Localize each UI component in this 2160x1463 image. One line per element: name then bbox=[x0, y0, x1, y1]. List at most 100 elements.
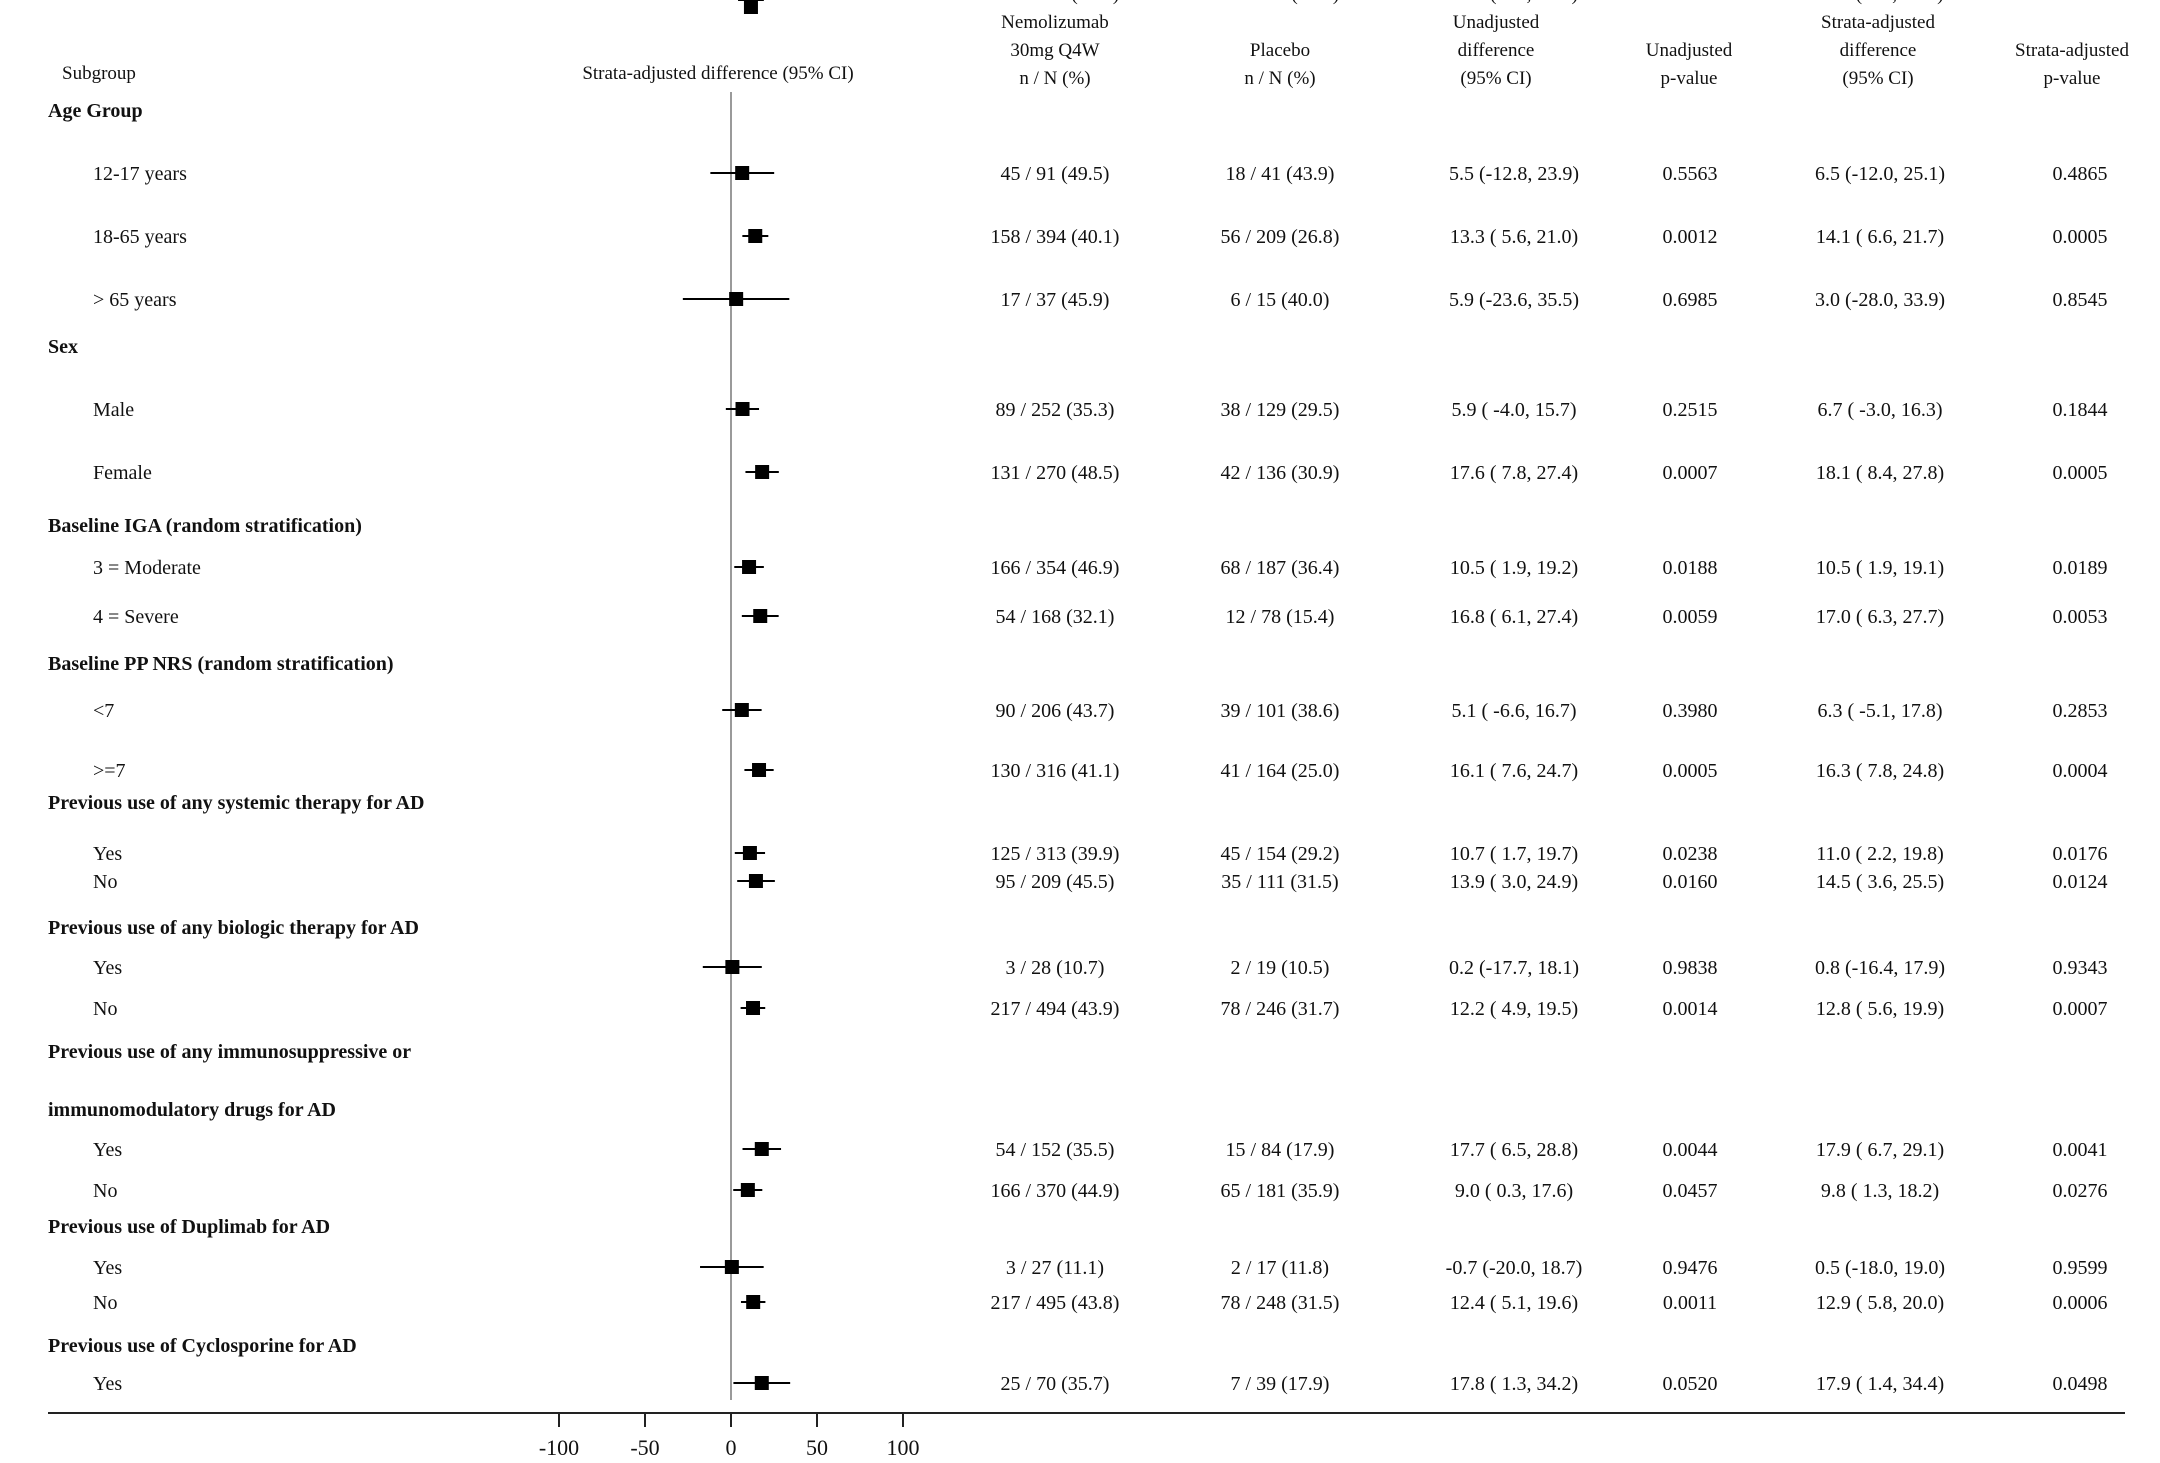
cell-adj-p: 0.0124 bbox=[2053, 871, 2108, 893]
point-estimate-marker bbox=[725, 960, 740, 974]
cell-nemo: 3 / 28 (10.7) bbox=[1006, 957, 1105, 979]
cell-adj-diff: 17.9 ( 6.7, 29.1) bbox=[1816, 1139, 1944, 1161]
header-nemolizumab-line-1: 30mg Q4W bbox=[1010, 40, 1099, 61]
subgroup-label: 12-17 years bbox=[93, 163, 187, 185]
point-estimate-marker bbox=[748, 874, 763, 888]
group-label: Baseline IGA (random stratification) bbox=[48, 515, 362, 537]
x-tick-label: 0 bbox=[726, 1435, 737, 1460]
point-estimate-marker bbox=[754, 1142, 769, 1156]
cell-adj-p: 0.0498 bbox=[2053, 1373, 2108, 1395]
cell-nemo: 90 / 206 (43.7) bbox=[996, 700, 1115, 722]
subgroup-label: No bbox=[93, 871, 117, 893]
cell-unadj-diff: 10.5 ( 1.9, 19.2) bbox=[1450, 557, 1578, 579]
cell-placebo: 35 / 111 (31.5) bbox=[1221, 871, 1338, 893]
cell-unadj-p: 0.0059 bbox=[1663, 606, 1718, 628]
cell-nemo: 54 / 152 (35.5) bbox=[996, 1139, 1115, 1161]
cell-adj-diff: 10.5 ( 1.9, 19.1) bbox=[1816, 557, 1944, 579]
cell-unadj-p: 0.0011 bbox=[1663, 1292, 1717, 1314]
cell-nemo: 130 / 316 (41.1) bbox=[991, 760, 1120, 782]
cell-adj-p: 0.0005 bbox=[2053, 462, 2108, 484]
cell-adj-p: 0.4865 bbox=[2053, 163, 2108, 185]
cell-placebo: 2 / 17 (11.8) bbox=[1231, 1257, 1329, 1279]
cell-unadj-diff: 5.5 (-12.8, 23.9) bbox=[1449, 163, 1579, 185]
subgroup-label: > 65 years bbox=[93, 289, 177, 311]
group-label: Sex bbox=[48, 336, 78, 358]
cell-adj-p: 0.0041 bbox=[2053, 1139, 2108, 1161]
cell-adj-p: 0.0189 bbox=[2053, 557, 2108, 579]
header-unadjusted-p-value-line-0: Unadjusted bbox=[1646, 40, 1733, 61]
cell-placebo: 65 / 181 (35.9) bbox=[1221, 1180, 1340, 1202]
subgroup-label: No bbox=[93, 0, 117, 5]
group-label: Age Group bbox=[48, 100, 143, 122]
cell-unadj-diff: -0.7 (-20.0, 18.7) bbox=[1446, 1257, 1583, 1279]
subgroup-label: Female bbox=[93, 462, 152, 484]
header-subgroup: Subgroup bbox=[62, 63, 136, 84]
cell-unadj-diff: 13.9 ( 3.0, 24.9) bbox=[1450, 871, 1578, 893]
cell-adj-p: 0.0033 bbox=[2053, 0, 2108, 5]
cell-adj-p: 0.1844 bbox=[2053, 399, 2108, 421]
x-tick-label: -100 bbox=[539, 1435, 579, 1460]
cell-unadj-p: 0.0044 bbox=[1663, 1139, 1718, 1161]
header-strata-adjusted-p-value-line-1: p-value bbox=[2044, 68, 2101, 89]
cell-placebo: 78 / 246 (31.7) bbox=[1221, 998, 1340, 1020]
group-label: Previous use of Cyclosporine for AD bbox=[48, 1335, 357, 1357]
cell-adj-p: 0.8545 bbox=[2053, 289, 2108, 311]
cell-placebo: 56 / 209 (26.8) bbox=[1221, 226, 1340, 248]
cell-placebo: 18 / 41 (43.9) bbox=[1226, 163, 1335, 185]
subgroup-label: Yes bbox=[93, 1139, 122, 1161]
header-strata-adjusted-difference-line-2: (95% CI) bbox=[1842, 68, 1913, 89]
header-unadjusted-p-value-line-1: p-value bbox=[1661, 68, 1718, 89]
cell-placebo: 68 / 187 (36.4) bbox=[1221, 557, 1340, 579]
subgroup-label: 3 = Moderate bbox=[93, 557, 201, 579]
cell-unadj-p: 0.5563 bbox=[1663, 163, 1718, 185]
cell-nemo: 217 / 494 (43.9) bbox=[991, 998, 1120, 1020]
cell-nemo: 166 / 370 (44.9) bbox=[991, 1180, 1120, 1202]
cell-unadj-p: 0.0238 bbox=[1663, 843, 1718, 865]
cell-adj-p: 0.0005 bbox=[2053, 226, 2108, 248]
cell-unadj-p: 0.0065 bbox=[1663, 0, 1718, 5]
cell-adj-p: 0.9343 bbox=[2053, 957, 2108, 979]
cell-adj-diff: 17.0 ( 6.3, 27.7) bbox=[1816, 606, 1944, 628]
cell-adj-p: 0.0276 bbox=[2053, 1180, 2108, 1202]
cell-adj-diff: 0.5 (-18.0, 19.0) bbox=[1815, 1257, 1945, 1279]
point-estimate-marker bbox=[729, 292, 744, 306]
cell-unadj-diff: 16.8 ( 6.1, 27.4) bbox=[1450, 606, 1578, 628]
cell-unadj-p: 0.0014 bbox=[1663, 998, 1718, 1020]
header-unadjusted-difference-line-1: difference bbox=[1458, 40, 1535, 61]
cell-nemo: 217 / 495 (43.8) bbox=[991, 1292, 1120, 1314]
cell-adj-diff: 11.0 ( 2.2, 19.8) bbox=[1816, 843, 1944, 865]
x-tick-label: 50 bbox=[806, 1435, 828, 1460]
cell-placebo: 41 / 164 (25.0) bbox=[1221, 760, 1340, 782]
cell-adj-diff: 12.8 ( 5.6, 19.9) bbox=[1816, 998, 1944, 1020]
cell-unadj-p: 0.0160 bbox=[1663, 871, 1718, 893]
cell-unadj-p: 0.0012 bbox=[1663, 226, 1718, 248]
point-estimate-marker bbox=[755, 465, 770, 479]
point-estimate-marker bbox=[754, 1376, 769, 1390]
cell-adj-diff: 6.7 ( -3.0, 16.3) bbox=[1818, 399, 1943, 421]
cell-unadj-p: 0.0005 bbox=[1663, 760, 1718, 782]
cell-unadj-diff: 10.8 ( 3.2, 18.5) bbox=[1450, 0, 1578, 5]
cell-adj-diff: 6.3 ( -5.1, 17.8) bbox=[1818, 700, 1943, 722]
point-estimate-marker bbox=[742, 560, 757, 574]
cell-unadj-p: 0.6985 bbox=[1663, 289, 1718, 311]
group-label: Baseline PP NRS (random stratification) bbox=[48, 653, 394, 675]
header-strata-adjusted-p-value-line-0: Strata-adjusted bbox=[2015, 40, 2129, 61]
cell-placebo: 12 / 78 (15.4) bbox=[1226, 606, 1335, 628]
cell-unadj-diff: 12.2 ( 4.9, 19.5) bbox=[1450, 998, 1578, 1020]
cell-adj-p: 0.0006 bbox=[2053, 1292, 2108, 1314]
cell-placebo: 45 / 154 (29.2) bbox=[1221, 843, 1340, 865]
cell-nemo: 95 / 209 (45.5) bbox=[996, 871, 1115, 893]
cell-unadj-p: 0.9476 bbox=[1663, 1257, 1718, 1279]
cell-placebo: 78 / 248 (31.5) bbox=[1221, 1292, 1340, 1314]
cell-nemo: 125 / 313 (39.9) bbox=[991, 843, 1120, 865]
cell-nemo: 89 / 252 (35.3) bbox=[996, 399, 1115, 421]
cell-nemo: 195 / 452 (43.1) bbox=[991, 0, 1120, 5]
cell-unadj-diff: 9.0 ( 0.3, 17.6) bbox=[1455, 1180, 1573, 1202]
cell-unadj-diff: 17.6 ( 7.8, 27.4) bbox=[1450, 462, 1578, 484]
cell-unadj-p: 0.0007 bbox=[1663, 462, 1718, 484]
cell-adj-diff: 14.1 ( 6.6, 21.7) bbox=[1816, 226, 1944, 248]
cell-unadj-p: 0.0188 bbox=[1663, 557, 1718, 579]
header-placebo-line-0: Placebo bbox=[1250, 40, 1310, 61]
cell-unadj-diff: 17.8 ( 1.3, 34.2) bbox=[1450, 1373, 1578, 1395]
